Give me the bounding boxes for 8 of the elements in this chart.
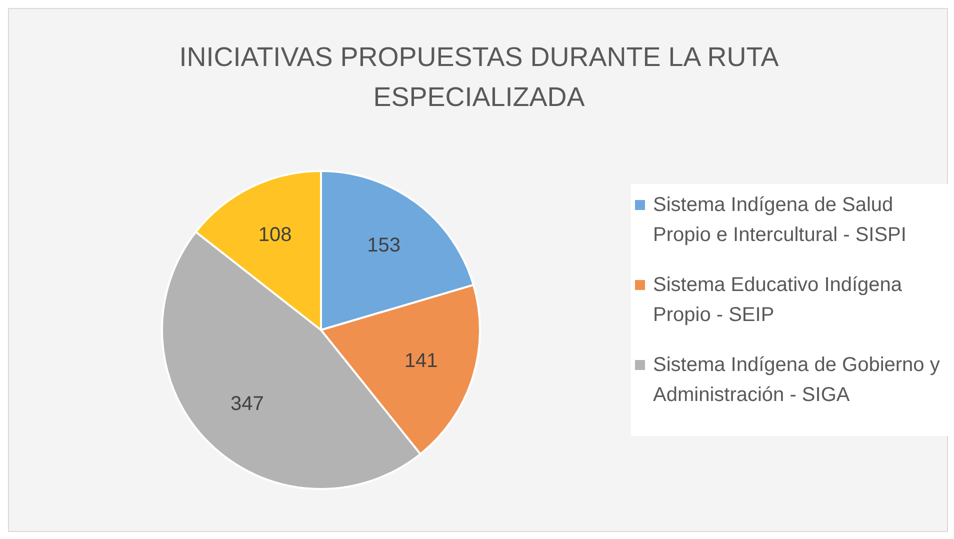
chart-title: INICIATIVAS PROPUESTAS DURANTE LA RUTA ESPECIALIZADA [178, 41, 780, 114]
legend-label: Sistema Indígena de Gobierno y Administración - SIGA [653, 353, 941, 408]
data-label: 153 [367, 234, 401, 256]
legend-label: Sistema Indígena de Salud Propio e Intercultural - SISPI [653, 193, 908, 248]
legend-label: Sistema Educativo Indígena Propio - SEIP [653, 273, 904, 328]
data-label: 347 [230, 393, 264, 416]
data-label: 108 [258, 224, 292, 246]
data-label: 141 [404, 350, 438, 372]
